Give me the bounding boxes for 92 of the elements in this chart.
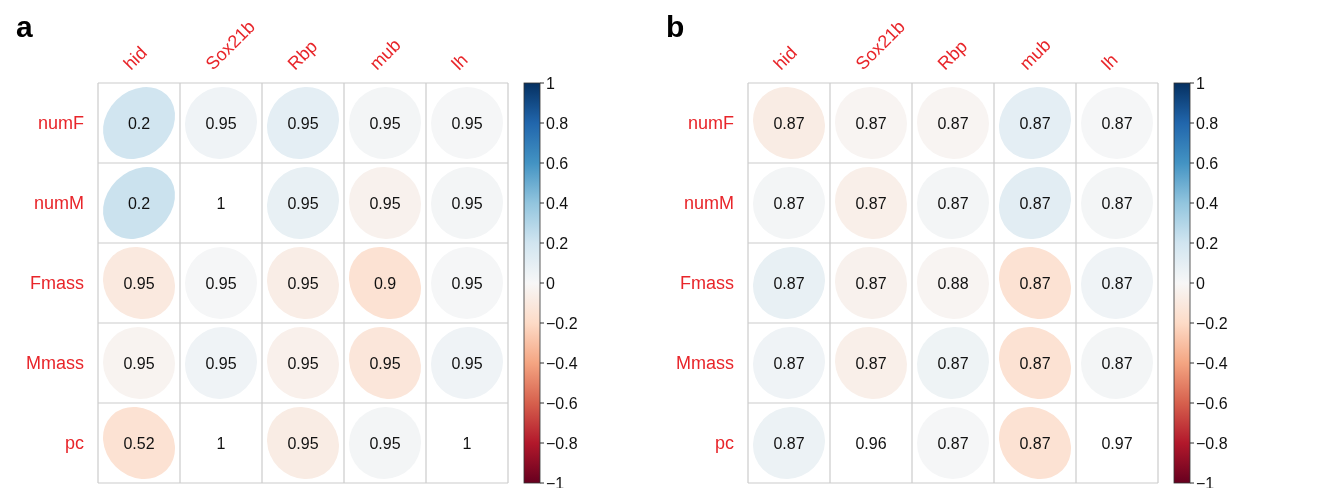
annotation: 0.95 <box>205 274 237 292</box>
annotation: 0.87 <box>773 114 805 132</box>
color-bar-label: −0.6 <box>546 394 578 412</box>
x-tick-label: lh <box>447 49 472 74</box>
color-bar-label: −0.6 <box>1196 394 1228 412</box>
annotation: 0.95 <box>287 114 319 132</box>
annotation: 0.87 <box>773 274 805 292</box>
annotation: 0.87 <box>773 354 805 372</box>
color-bar-label: 0.8 <box>546 114 569 132</box>
annotation: 0.87 <box>937 434 969 452</box>
annotation: 0.87 <box>1101 354 1133 372</box>
chart-title: a <box>16 10 33 44</box>
annotation: 0.87 <box>1101 194 1133 212</box>
color-bar-label: 0.2 <box>1196 234 1219 252</box>
annotation: 1 <box>216 194 226 212</box>
annotation: 0.95 <box>287 274 319 292</box>
color-bar-label: 1 <box>1196 74 1205 92</box>
color-bar-label: −0.4 <box>1196 354 1228 372</box>
x-tick-label: lh <box>1097 49 1122 74</box>
annotation: 0.95 <box>287 194 319 212</box>
color-bar-label: 0 <box>546 274 555 292</box>
y-tick-label: Mmass <box>26 353 84 374</box>
y-tick-label: numF <box>37 113 84 134</box>
annotation: 0.97 <box>1101 434 1133 452</box>
x-tick-label: Rbp <box>283 36 322 74</box>
y-tick-label: numM <box>683 193 734 214</box>
annotation: 0.87 <box>1101 274 1133 292</box>
color-bar-label: 0.4 <box>546 194 569 212</box>
annotation: 0.87 <box>855 194 887 212</box>
color-bar-label: −0.2 <box>546 314 578 332</box>
annotation: 0.87 <box>1019 434 1051 452</box>
x-tick-label: mub <box>365 34 405 74</box>
annotation: 0.2 <box>127 114 151 132</box>
annotation: 0.95 <box>369 194 401 212</box>
y-tick-label: pc <box>714 433 734 454</box>
x-tick-label: hid <box>119 42 151 74</box>
annotation: 0.87 <box>1019 114 1051 132</box>
y-tick-label: Fmass <box>30 273 84 294</box>
color-bar-label: 0.4 <box>1196 194 1219 212</box>
y-tick-label: Mmass <box>676 353 734 374</box>
y-tick-label: numF <box>687 113 734 134</box>
annotation: 0.95 <box>369 354 401 372</box>
annotation: 1 <box>462 434 472 452</box>
annotation: 0.96 <box>855 434 887 452</box>
annotation: 0.95 <box>287 354 319 372</box>
color-bar-label: 0.8 <box>1196 114 1219 132</box>
color-bar-label: −0.2 <box>1196 314 1228 332</box>
annotation: 0.95 <box>451 114 483 132</box>
annotation: 0.87 <box>937 354 969 372</box>
x-tick-label: hid <box>769 42 801 74</box>
annotation: 0.95 <box>451 354 483 372</box>
annotation: 0.95 <box>205 114 237 132</box>
annotation: 0.87 <box>1019 354 1051 372</box>
y-tick-label: pc <box>64 433 84 454</box>
annotation: 0.87 <box>773 434 805 452</box>
chart-title: b <box>666 10 685 44</box>
annotation: 0.88 <box>937 274 969 292</box>
color-bar-label: 0.6 <box>1196 154 1219 172</box>
annotation: 0.95 <box>205 354 237 372</box>
annotation: 0.87 <box>855 114 887 132</box>
annotation: 0.87 <box>1019 274 1051 292</box>
color-bar-label: −0.8 <box>1196 434 1228 452</box>
annotation: 0.9 <box>373 274 397 292</box>
color-bar-label: 0 <box>1196 274 1205 292</box>
annotation: 0.2 <box>127 194 151 212</box>
x-tick-label: mub <box>1015 34 1055 74</box>
color-bar-label: −0.4 <box>546 354 578 372</box>
annotation: 0.87 <box>1101 114 1133 132</box>
annotation: 0.95 <box>287 434 319 452</box>
annotation: 0.95 <box>123 354 155 372</box>
color-bar-label: −1 <box>1196 474 1215 489</box>
color-bar-label: 1 <box>546 74 555 92</box>
color-bar-label: 0.2 <box>546 234 569 252</box>
annotation: 0.87 <box>937 114 969 132</box>
annotation: 0.87 <box>855 354 887 372</box>
annotation: 0.95 <box>369 434 401 452</box>
y-tick-label: numM <box>33 193 84 214</box>
annotation: 0.87 <box>855 274 887 292</box>
color-bar-label: −0.8 <box>546 434 578 452</box>
annotation: 0.95 <box>123 274 155 292</box>
annotation: 0.87 <box>937 194 969 212</box>
annotation: 0.87 <box>1019 194 1051 212</box>
x-tick-label: Rbp <box>933 36 972 74</box>
color-bar-label: 0.6 <box>546 154 569 172</box>
annotation: 0.95 <box>451 274 483 292</box>
color-bar-label: −1 <box>546 474 565 489</box>
annotation: 0.95 <box>451 194 483 212</box>
y-tick-label: Fmass <box>680 273 734 294</box>
annotation: 0.87 <box>773 194 805 212</box>
annotation: 1 <box>216 434 226 452</box>
annotation: 0.52 <box>123 434 155 452</box>
annotation: 0.95 <box>369 114 401 132</box>
